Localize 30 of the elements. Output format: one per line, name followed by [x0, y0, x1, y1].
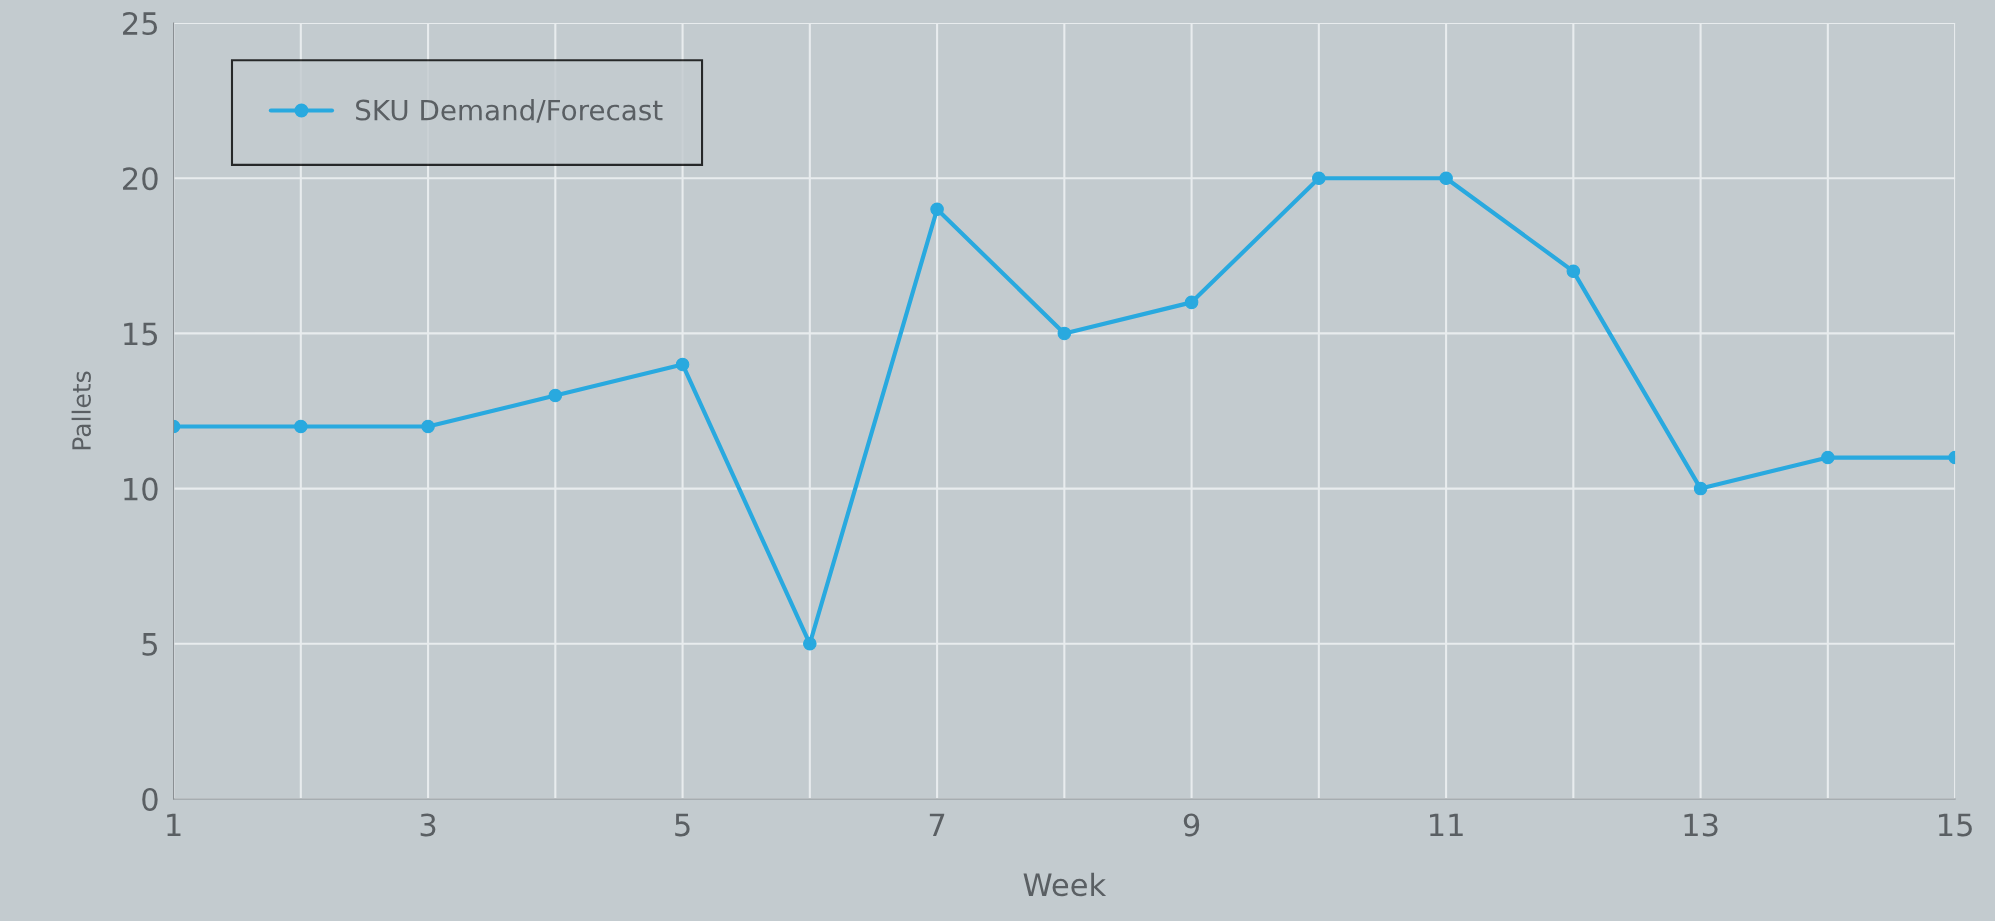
y-tick-label: 20	[123, 167, 158, 191]
point	[1184, 295, 1199, 310]
point	[421, 419, 435, 434]
point	[1566, 264, 1581, 279]
x-tick-label: 7	[929, 813, 945, 837]
point	[548, 388, 563, 403]
point	[930, 202, 944, 217]
x-tick-label: 15	[1939, 813, 1972, 837]
y-tick-label: 25	[123, 11, 158, 36]
x-tick-label: 1	[167, 813, 181, 837]
x-axis-title: Week	[1023, 872, 1107, 897]
x-tick-label: 5	[675, 813, 690, 837]
point	[1439, 171, 1453, 185]
y-tick-label: 0	[142, 787, 158, 812]
legend-label: SKU Demand/Forecast	[356, 99, 663, 123]
point	[803, 637, 817, 651]
point	[1693, 481, 1708, 496]
x-tick-label: 13	[1684, 813, 1718, 837]
y-tick-label: 5	[142, 633, 158, 656]
point	[1057, 326, 1072, 341]
y-tick-label: 15	[124, 322, 158, 346]
x-tick-label: 3	[420, 813, 436, 837]
point	[1312, 171, 1326, 185]
y-tick-label: 10	[124, 477, 158, 501]
x-tick-label: 11	[1430, 813, 1463, 837]
point	[1821, 450, 1835, 465]
point	[675, 357, 690, 372]
y-axis-title: Pallets	[71, 371, 91, 450]
point	[294, 419, 308, 434]
x-tick-label: 9	[1183, 813, 1200, 837]
